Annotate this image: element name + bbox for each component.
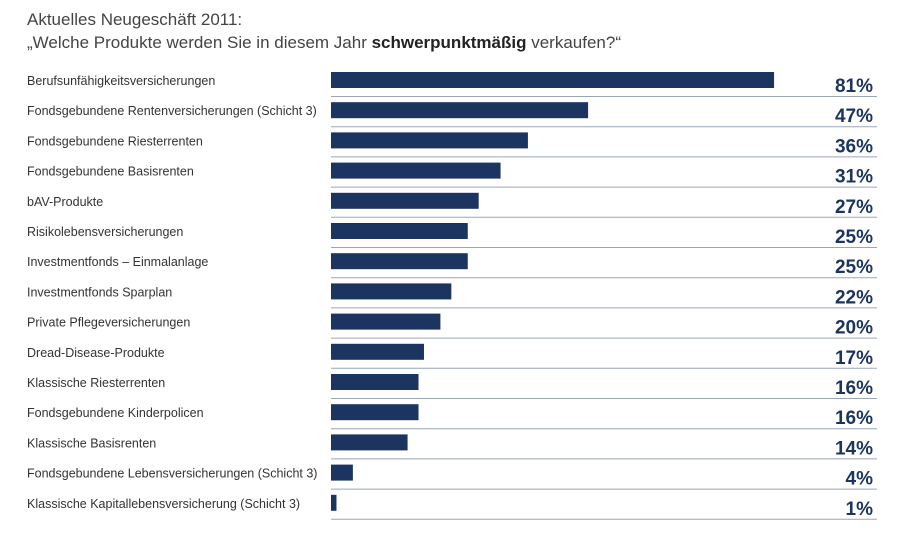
value-label: 1% — [846, 499, 874, 520]
subtitle-text-start: „Welche Produkte werden Sie in diesem Ja… — [27, 33, 372, 52]
chart-subtitle: „Welche Produkte werden Sie in diesem Ja… — [27, 32, 621, 53]
bar — [331, 283, 452, 300]
value-label: 25% — [835, 227, 873, 248]
category-label: Fondsgebundene Basisrenten — [27, 165, 194, 179]
category-label: Investmentfonds – Einmalanlage — [27, 255, 208, 269]
value-label: 20% — [835, 318, 873, 339]
value-label: 16% — [835, 378, 873, 399]
category-label: Fondsgebundene Lebensversicherungen (Sch… — [27, 467, 317, 481]
category-label: Klassische Basisrenten — [27, 436, 156, 450]
category-label: Dread-Disease-Produkte — [27, 346, 165, 360]
bar — [331, 253, 468, 270]
value-label: 36% — [835, 136, 873, 157]
category-label: Fondsgebundene Kinderpolicen — [27, 406, 204, 420]
value-label: 14% — [835, 438, 873, 459]
chart-title: Aktuelles Neugeschäft 2011: — [27, 10, 243, 29]
value-label: 22% — [835, 287, 873, 308]
category-label: Fondsgebundene Rentenversicherungen (Sch… — [27, 104, 317, 118]
category-label: Berufsunfähigkeitsversicherungen — [27, 74, 215, 88]
value-label: 27% — [835, 197, 873, 218]
bar — [331, 223, 468, 239]
bar — [331, 464, 353, 481]
value-label: 16% — [835, 408, 873, 429]
bar — [331, 313, 441, 330]
bar — [331, 162, 501, 179]
category-label: bAV-Produkte — [27, 195, 103, 209]
value-label: 47% — [835, 106, 873, 127]
subtitle-text-end: verkaufen?“ — [526, 33, 621, 52]
bar — [331, 374, 419, 390]
bar — [331, 494, 337, 511]
value-label: 31% — [835, 167, 873, 188]
category-label: Klassische Riesterrenten — [27, 376, 165, 390]
subtitle-emphasis: schwerpunktmäßig — [371, 33, 527, 52]
category-label: Private Pflegeversicherungen — [27, 316, 190, 330]
value-label: 81% — [835, 76, 873, 97]
bar — [331, 404, 419, 421]
bar — [331, 72, 775, 88]
value-label: 25% — [835, 257, 873, 278]
category-label: Klassische Kapitallebensversicherung (Sc… — [27, 497, 300, 511]
bar — [331, 343, 424, 360]
bar — [331, 132, 528, 149]
category-label: Fondsgebundene Riesterrenten — [27, 134, 203, 148]
value-label: 17% — [835, 348, 873, 369]
category-label: Investmentfonds Sparplan — [27, 285, 172, 299]
value-label: 4% — [846, 469, 874, 490]
bar — [331, 192, 479, 209]
category-label: Risikolebensversicherungen — [27, 225, 183, 239]
bar — [331, 434, 408, 451]
bar — [331, 102, 589, 119]
